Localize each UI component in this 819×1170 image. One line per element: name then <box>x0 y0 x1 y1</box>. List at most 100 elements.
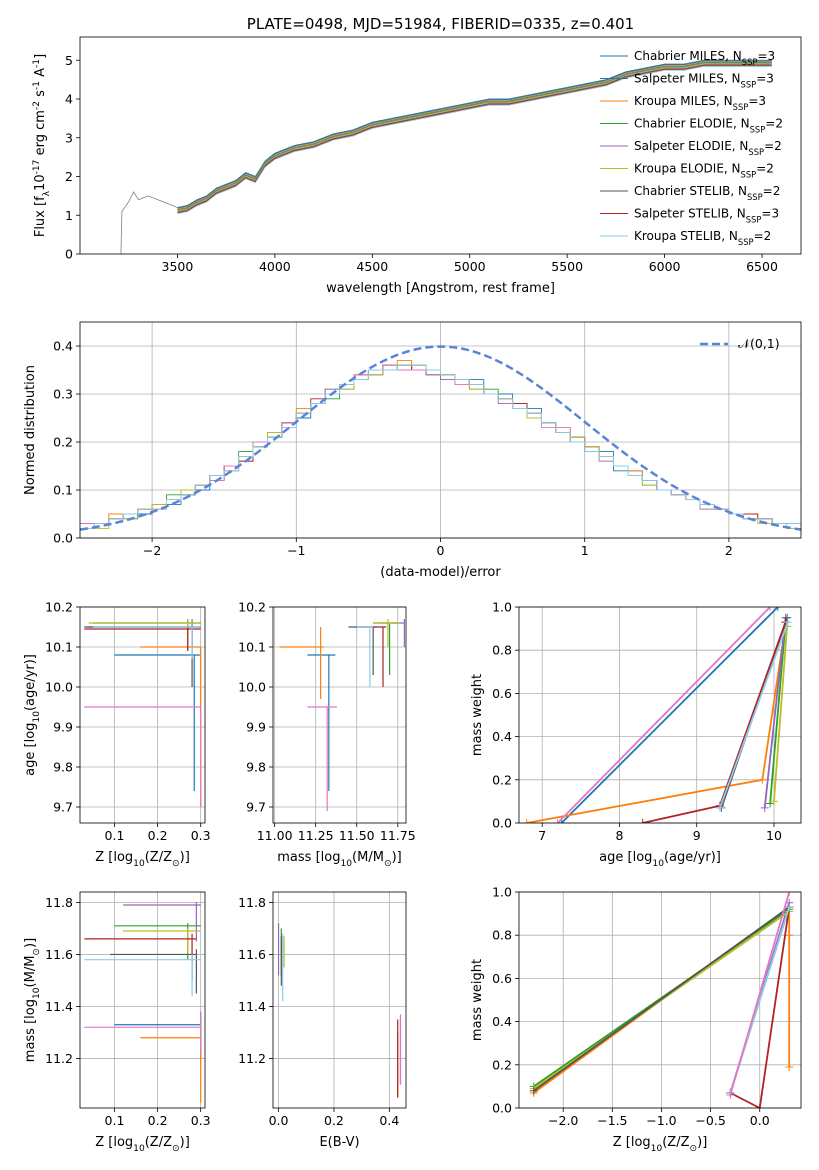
weight-point-marker <box>553 819 562 823</box>
weight-series-line <box>719 621 789 809</box>
residuals-x-axis-label: (data-model)/error <box>380 565 501 580</box>
data-spectrum-line <box>120 59 772 254</box>
x-tick-label: 6500 <box>746 259 778 274</box>
age_vs_Z-plot-area <box>84 619 202 807</box>
x-tick-label: −1.0 <box>646 1113 676 1128</box>
y-tick-label: 0 <box>65 247 73 262</box>
weight-point-marker <box>755 1104 764 1108</box>
y-tick-label: 11.8 <box>238 895 266 910</box>
spectrum-frame <box>79 36 802 255</box>
weight-point-marker <box>785 931 794 940</box>
label-part: Normed distribution <box>23 365 38 495</box>
label-part: SSP <box>746 215 762 225</box>
weight-point-marker <box>529 1086 538 1095</box>
mass_vs_EBV-axes: 0.0 0.2 0.4 11.2 11.4 11.6 11.8 E(B-V) <box>238 891 407 1150</box>
y-tick-label: 11.6 <box>238 947 266 962</box>
age_vs_mass-x-axis-label: mass [log10(M/M⊙)] <box>277 850 401 869</box>
x-tick-label: 0 <box>437 543 445 558</box>
label-part: SSP <box>741 170 757 180</box>
y-tick-label: 9.7 <box>53 800 73 815</box>
x-tick-label: −1.5 <box>597 1113 627 1128</box>
y-tick-label: 0.0 <box>492 816 512 831</box>
model-spectrum-line <box>177 65 772 214</box>
weight_vs_Z-x-axis-label: Z [log10(Z/Z⊙)] <box>613 1135 708 1154</box>
label-part: 10 <box>32 987 42 999</box>
weight_vs_Z-frame <box>518 891 802 1109</box>
y-tick-label: 5 <box>65 53 73 68</box>
y-tick-label: 0.4 <box>492 1014 512 1029</box>
mass_vs_Z-x-axis-label: Z [log10(Z/Z⊙)] <box>95 1135 190 1154</box>
weight-point-marker <box>783 613 792 622</box>
weight-point-marker <box>766 799 775 808</box>
spectrum-axes: 3500 4000 4500 5000 5500 6000 6500 0 1 2 3 4 5 wavele… <box>32 15 802 296</box>
label-part: SSP <box>733 102 749 112</box>
legend-entry: Kroupa MILES, NSSP=3 <box>634 94 766 112</box>
x-tick-label: 4000 <box>259 259 291 274</box>
y-tick-label: 0.8 <box>492 643 512 658</box>
y-tick-label: 0.6 <box>492 686 512 701</box>
weight_vs_age-x-axis-label: age [log10(age/yr)] <box>599 850 721 869</box>
model-spectrum-line <box>177 61 772 210</box>
x-tick-label: 2 <box>725 543 733 558</box>
y-tick-label: 1.0 <box>492 885 512 900</box>
x-tick-label: 11.00 <box>257 828 293 843</box>
x-tick-label: 1 <box>581 543 589 558</box>
label-part: wavelength [Angstrom, rest frame] <box>326 281 555 296</box>
label-part: Chabrier ELODIE, N <box>634 117 750 131</box>
legend-entry: Chabrier MILES, NSSP=3 <box>634 49 775 67</box>
label-part: Kroupa MILES, N <box>634 94 733 108</box>
label-part: ⊙ <box>32 948 42 956</box>
y-tick-label: 0.2 <box>53 435 73 450</box>
label-part: SSP <box>750 125 766 135</box>
label-part: SSP <box>747 192 763 202</box>
mass_vs_EBV-plot-area <box>277 923 402 1098</box>
x-tick-label: 0.1 <box>105 1113 125 1128</box>
y-tick-label: 3 <box>65 130 73 145</box>
x-tick-label: 10 <box>766 828 782 843</box>
x-tick-label: 5500 <box>551 259 583 274</box>
weight-point-marker <box>773 607 782 611</box>
mass_vs_Z-plot-area <box>84 902 202 1103</box>
x-tick-label: 4500 <box>356 259 388 274</box>
label-part: mass [log <box>277 850 340 865</box>
y-tick-label: 10.2 <box>45 600 73 615</box>
weight_vs_age-y-axis-label: mass weight <box>470 674 485 756</box>
y-tick-label: 9.8 <box>53 760 73 775</box>
y-tick-label: 1 <box>65 208 73 223</box>
residuals-frame <box>79 321 802 539</box>
y-tick-label: 4 <box>65 92 73 107</box>
label-part: ⊙ <box>172 1144 180 1154</box>
label-part: =2 <box>754 229 772 243</box>
label-part: SSP <box>738 237 754 247</box>
label-part: Flux [f <box>33 196 48 237</box>
label-part: (Z/Z <box>662 1135 689 1150</box>
y-tick-label: 11.4 <box>45 999 73 1014</box>
weight-point-marker <box>783 618 792 627</box>
y-tick-label: 10.0 <box>45 680 73 695</box>
model-spectrum-line <box>177 64 772 213</box>
x-tick-label: −2.0 <box>548 1113 578 1128</box>
label-part: )] <box>23 938 38 948</box>
weight_vs_age-frame <box>518 606 802 824</box>
label-part: 10 <box>33 174 48 191</box>
label-part: 10 <box>133 1144 145 1154</box>
y-tick-label: 2 <box>65 169 73 184</box>
x-tick-label: 0.0 <box>269 1113 289 1128</box>
label-part: 10 <box>652 859 664 869</box>
y-tick-label: 11.6 <box>45 947 73 962</box>
residuals-axes: −2 −1 0 1 2 0.0 0.1 0.2 0.3 0.4 (data-model)/error… <box>23 321 802 580</box>
residuals-y-axis-label: Normed distribution <box>23 365 38 495</box>
label-part: 𝒩(0,1) <box>738 336 780 351</box>
spectrum-plot-area <box>120 59 772 254</box>
label-part: =2 <box>764 139 782 153</box>
residuals-plot-area <box>80 345 801 531</box>
weight-point-marker <box>758 775 767 784</box>
weight-point-marker <box>726 1091 735 1100</box>
label-part: (Z/Z <box>145 1135 172 1150</box>
y-tick-label: 11.4 <box>238 999 266 1014</box>
weight-point-marker <box>785 892 794 896</box>
legend-entry: Salpeter MILES, NSSP=3 <box>634 72 774 90</box>
weight-point-marker <box>769 797 778 806</box>
x-tick-label: 7 <box>538 828 546 843</box>
weight-series-line <box>533 906 790 1092</box>
